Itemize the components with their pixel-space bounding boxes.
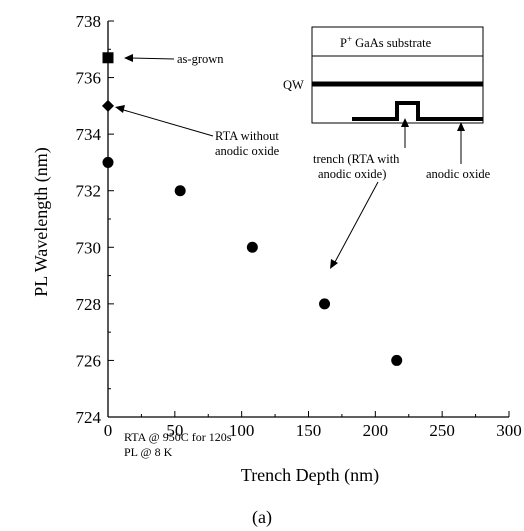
x-tick-label: 250 [429, 421, 455, 440]
ticks: 0 50 100 150 200 250 300 724 726 728 730 732 734 736 7… [76, 12, 522, 440]
annotation-anodic-oxide: anodic oxide [426, 167, 491, 181]
annotation-trench-1: trench (RTA with [313, 152, 400, 166]
note-line-1: RTA @ 950C for 120s [124, 430, 232, 444]
circle-point [246, 241, 258, 253]
circle-point [319, 298, 331, 310]
annotation-arrows [115, 54, 465, 269]
data-marks [102, 52, 403, 366]
circle-point [102, 156, 114, 168]
x-axis-title: Trench Depth (nm) [241, 465, 379, 486]
y-tick-label: 724 [76, 408, 102, 427]
inset-diagram: P+ GaAs substrate QW [283, 26, 484, 124]
y-tick-label: 732 [76, 182, 102, 201]
arrow-as-grown [130, 57, 175, 60]
x-tick-label: 50 [166, 421, 183, 440]
annotation-trench-2: anodic oxide) [318, 167, 386, 181]
y-tick-label: 738 [76, 12, 102, 31]
arrow-rta-without-head [115, 105, 125, 113]
annotation-rta-without-2: anodic oxide [215, 144, 280, 158]
figure-caption: (a) [252, 507, 272, 528]
arrow-oxide-up-head [457, 122, 465, 131]
arrow-trench-down-head [330, 259, 338, 269]
x-tick-label: 0 [104, 421, 113, 440]
arrow-rta-without [119, 108, 214, 137]
inset-substrate-label: P+ GaAs substrate [340, 34, 432, 50]
y-tick-label: 730 [76, 238, 102, 257]
annotation-as-grown: as-grown [177, 52, 224, 66]
y-tick-label: 736 [76, 69, 102, 88]
x-tick-label: 150 [296, 421, 322, 440]
circle-point [174, 185, 186, 197]
x-tick-label: 200 [363, 421, 389, 440]
inset-qw-label: QW [283, 78, 304, 92]
inset-frame [311, 26, 484, 124]
diamond-point [102, 99, 114, 112]
note-line-2: PL @ 8 K [124, 445, 173, 459]
inset-oxide-profile [352, 101, 483, 121]
arrow-trench-up-head [401, 118, 409, 127]
y-tick-label: 734 [76, 125, 102, 144]
arrow-trench-down [334, 181, 379, 263]
y-axis-title: PL Wavelength (nm) [31, 147, 52, 297]
y-tick-label: 726 [76, 351, 102, 370]
square-point [102, 52, 114, 64]
annotation-rta-without-1: RTA without [215, 129, 279, 143]
circle-point [391, 354, 403, 366]
arrow-as-grown-head [124, 54, 133, 62]
y-tick-label: 728 [76, 295, 102, 314]
x-tick-label: 300 [496, 421, 522, 440]
x-tick-label: 100 [229, 421, 255, 440]
